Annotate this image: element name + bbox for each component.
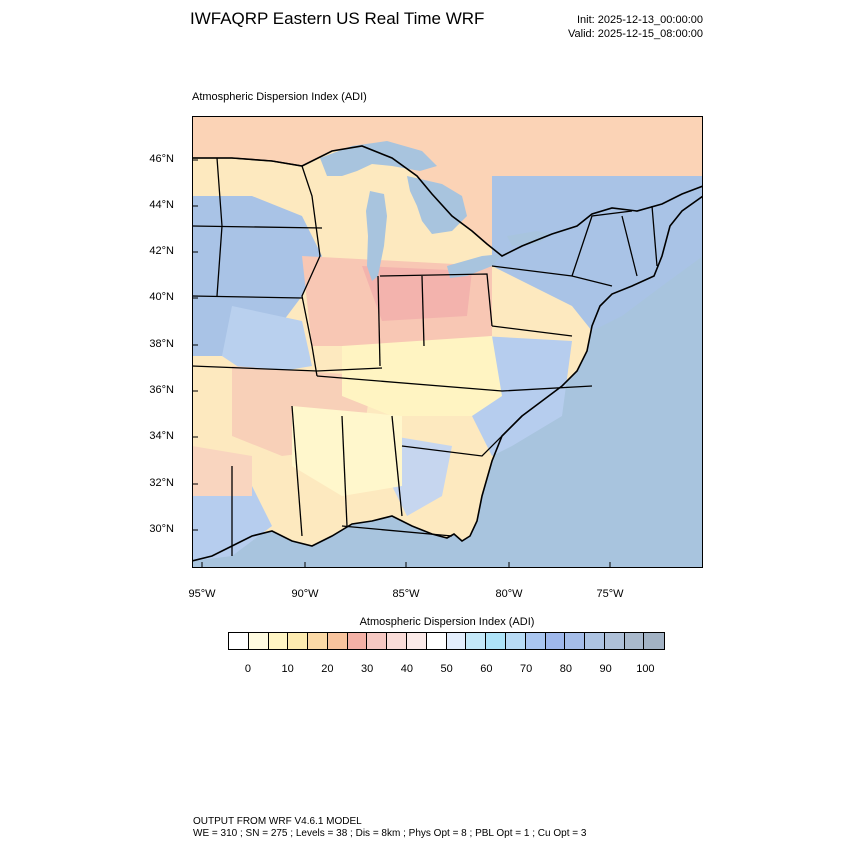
footer-line-2: WE = 310 ; SN = 275 ; Levels = 38 ; Dis … xyxy=(193,828,587,839)
colorbar-label: 40 xyxy=(400,663,413,675)
colorbar-label: 50 xyxy=(440,663,453,675)
lat-label-46: 46°N xyxy=(149,153,174,165)
colorbar-box xyxy=(505,633,526,649)
colorbar-box xyxy=(624,633,645,649)
colorbar-box xyxy=(466,633,487,649)
colorbar-box xyxy=(604,633,625,649)
lon-label-80: 80°W xyxy=(495,588,523,600)
colorbar-box xyxy=(248,633,269,649)
lat-label-34: 34°N xyxy=(149,430,174,442)
colorbar-box xyxy=(644,633,665,649)
lake-ontario xyxy=(507,231,552,246)
colorbar-box xyxy=(565,633,586,649)
init-time: Init: 2025-12-13_00:00:00 xyxy=(577,14,703,26)
colorbar-label: 10 xyxy=(281,663,294,675)
colorbar-label: 30 xyxy=(361,663,374,675)
colorbar-box xyxy=(545,633,566,649)
lake-huron xyxy=(407,176,467,234)
map-panel xyxy=(192,116,703,568)
lon-label-90: 90°W xyxy=(291,588,319,600)
colorbar-box xyxy=(387,633,408,649)
lon-label-85: 85°W xyxy=(392,588,420,600)
lake-superior xyxy=(320,141,437,176)
colorbar-box xyxy=(426,633,447,649)
colorbar-label: 100 xyxy=(636,663,655,675)
colorbar-label: 70 xyxy=(520,663,533,675)
footer-line-1: OUTPUT FROM WRF V4.6.1 MODEL xyxy=(193,816,362,827)
colorbar-box xyxy=(268,633,289,649)
colorbar-label: 60 xyxy=(480,663,493,675)
lat-label-38: 38°N xyxy=(149,338,174,350)
lat-label-40: 40°N xyxy=(149,291,174,303)
valid-time: Valid: 2025-12-15_08:00:00 xyxy=(568,28,703,40)
lat-label-36: 36°N xyxy=(149,384,174,396)
map-subtitle: Atmospheric Dispersion Index (ADI) xyxy=(192,91,367,103)
colorbar xyxy=(228,632,666,650)
lake-michigan xyxy=(366,191,387,281)
lon-label-75: 75°W xyxy=(596,588,624,600)
lat-label-30: 30°N xyxy=(149,523,174,535)
colorbar-label: 0 xyxy=(244,663,251,675)
lat-label-44: 44°N xyxy=(149,199,174,211)
colorbar-box xyxy=(585,633,605,649)
model-info: OUTPUT FROM WRF V4.6.1 MODEL WE = 310 ; … xyxy=(193,816,586,840)
colorbar-box xyxy=(367,633,388,649)
lon-label-95: 95°W xyxy=(188,588,216,600)
colorbar-box xyxy=(327,633,348,649)
colorbar-box xyxy=(486,633,506,649)
colorbar-box xyxy=(446,633,467,649)
colorbar-box xyxy=(308,633,328,649)
colorbar-label: 90 xyxy=(599,663,612,675)
colorbar-box xyxy=(229,633,249,649)
page-title: IWFAQRP Eastern US Real Time WRF xyxy=(190,9,485,28)
lat-label-32: 32°N xyxy=(149,477,174,489)
lat-label-42: 42°N xyxy=(149,245,174,257)
colorbar-label: 20 xyxy=(321,663,334,675)
lake-erie xyxy=(447,254,502,278)
colorbar-label: 80 xyxy=(559,663,572,675)
colorbar-box xyxy=(525,633,546,649)
colorbar-box xyxy=(407,633,427,649)
legend-title: Atmospheric Dispersion Index (ADI) xyxy=(359,616,535,628)
colorbar-box xyxy=(347,633,368,649)
colorbar-box xyxy=(288,633,309,649)
